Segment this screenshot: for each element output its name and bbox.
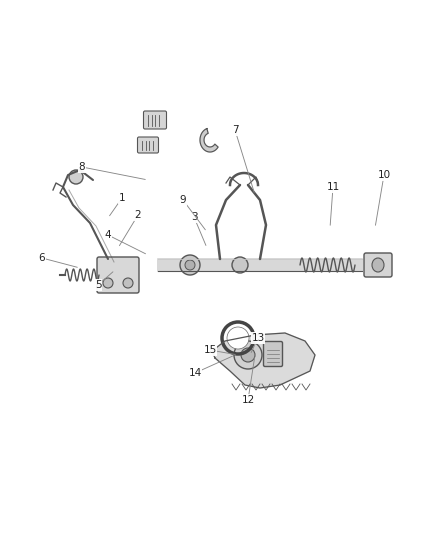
FancyBboxPatch shape — [97, 257, 139, 293]
Text: 10: 10 — [378, 170, 391, 180]
Text: 11: 11 — [326, 182, 339, 192]
Text: 1: 1 — [119, 193, 125, 203]
Circle shape — [103, 278, 113, 288]
FancyBboxPatch shape — [138, 137, 159, 153]
Circle shape — [234, 341, 262, 369]
Circle shape — [241, 348, 255, 362]
Text: 13: 13 — [251, 333, 265, 343]
Text: 6: 6 — [39, 253, 45, 263]
FancyBboxPatch shape — [364, 253, 392, 277]
Text: 5: 5 — [95, 280, 101, 290]
Text: 2: 2 — [135, 210, 141, 220]
Text: 14: 14 — [188, 368, 201, 378]
Text: 12: 12 — [241, 395, 254, 405]
Polygon shape — [212, 333, 315, 388]
Text: 7: 7 — [232, 125, 238, 135]
Circle shape — [180, 255, 200, 275]
Circle shape — [227, 327, 249, 349]
Ellipse shape — [372, 258, 384, 272]
Circle shape — [123, 278, 133, 288]
Text: 3: 3 — [191, 212, 197, 222]
Text: 4: 4 — [105, 230, 111, 240]
Circle shape — [69, 170, 83, 184]
Polygon shape — [200, 128, 218, 152]
FancyBboxPatch shape — [264, 342, 283, 367]
Text: 9: 9 — [180, 195, 186, 205]
Circle shape — [232, 257, 248, 273]
Text: 8: 8 — [79, 162, 85, 172]
FancyBboxPatch shape — [157, 258, 363, 272]
FancyBboxPatch shape — [144, 111, 166, 129]
Text: 15: 15 — [203, 345, 217, 355]
Circle shape — [185, 260, 195, 270]
